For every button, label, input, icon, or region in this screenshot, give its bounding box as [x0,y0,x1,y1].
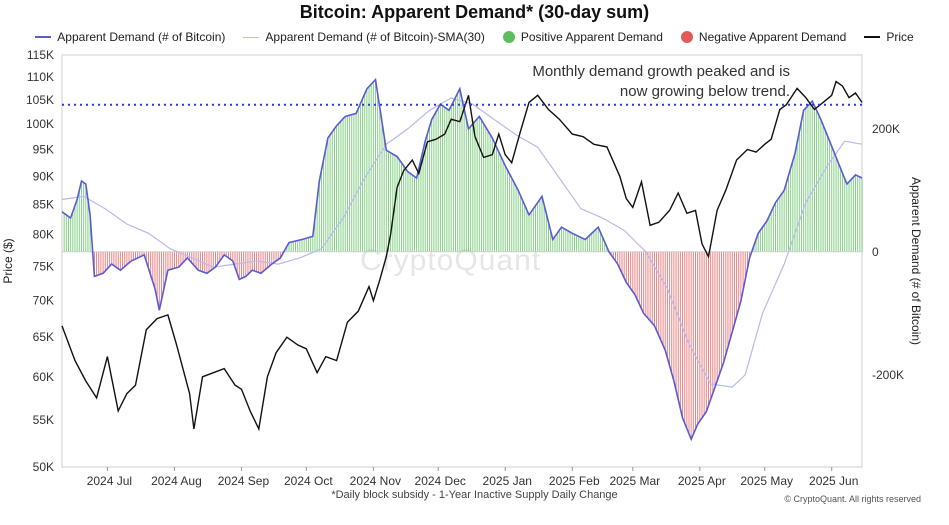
right-tick-label: 200K [872,122,900,136]
right-tick-label: -200K [872,368,904,382]
left-tick-label: 60K [33,370,54,384]
credit: © CryptoQuant. All rights reserved [784,494,921,504]
price-line [61,80,863,432]
annotation-line-2: now growing below trend. [619,83,790,100]
left-tick-label: 70K [33,294,54,308]
legend-item-negative[interactable]: Negative Apparent Demand [680,30,847,44]
x-tick-label: 2025 Jun [809,474,858,488]
left-tick-label: 105K [26,93,54,107]
x-tick-label: 2024 Nov [350,474,401,488]
legend-item-apparent-demand[interactable]: Apparent Demand (# of Bitcoin) [35,30,225,44]
legend-swatch-positive [502,31,515,43]
left-tick-label: 75K [33,259,54,273]
legend: Apparent Demand (# of Bitcoin) Apparent … [0,30,949,44]
left-axis-title: Price ($) [1,238,15,283]
left-tick-label: 55K [33,413,54,427]
legend-label-apparent-demand: Apparent Demand (# of Bitcoin) [57,30,226,44]
legend-label-sma: Apparent Demand (# of Bitcoin)-SMA(30) [265,30,485,44]
x-tick-label: 2025 Feb [549,474,600,488]
x-tick-label: 2025 Jan [483,474,532,488]
x-tick-label: 2024 Sep [218,474,270,488]
annotation-line-1: Monthly demand growth peaked and is [532,63,790,80]
legend-swatch-sma [243,36,260,38]
x-tick-label: 2025 Mar [609,474,660,488]
chart-title: Bitcoin: Apparent Demand* (30-day sum) [299,2,650,22]
sma-line [61,97,863,388]
right-tick-label: 0 [872,245,879,259]
x-tick-label: 2024 Oct [284,474,333,488]
annotation: Monthly demand growth peaked and is now … [520,62,790,102]
x-tick-label: 2024 Dec [415,474,466,488]
legend-swatch-price [864,36,881,38]
footnote: *Daily block subsidy - 1-Year Inactive S… [331,489,618,501]
right-axis-title: Apparent Demand (# of Bitcoin) [909,177,923,345]
x-tick-label: 2024 Jul [87,474,132,488]
left-tick-label: 50K [33,460,54,474]
left-tick-label: 95K [33,143,54,157]
left-tick-label: 90K [33,169,54,183]
legend-label-negative: Negative Apparent Demand [698,30,847,44]
legend-swatch-negative [680,31,693,43]
left-tick-label: 115K [27,48,54,62]
legend-item-positive[interactable]: Positive Apparent Demand [502,30,663,44]
legend-label-price: Price [886,30,914,44]
left-tick-label: 110K [27,70,54,84]
watermark: CryptoQuant [360,244,542,277]
left-tick-label: 65K [33,330,54,344]
left-tick-label: 85K [33,198,54,212]
legend-label-positive: Positive Apparent Demand [520,30,663,44]
legend-swatch-apparent-demand [35,36,52,38]
x-tick-label: 2025 May [740,474,793,488]
left-tick-label: 100K [26,117,54,131]
plot-frame [61,54,863,468]
legend-item-price[interactable]: Price [864,30,914,44]
left-tick-label: 80K [33,228,54,242]
x-tick-label: 2024 Aug [151,474,202,488]
legend-item-sma[interactable]: Apparent Demand (# of Bitcoin)-SMA(30) [243,30,485,44]
x-tick-label: 2025 Apr [678,474,726,488]
